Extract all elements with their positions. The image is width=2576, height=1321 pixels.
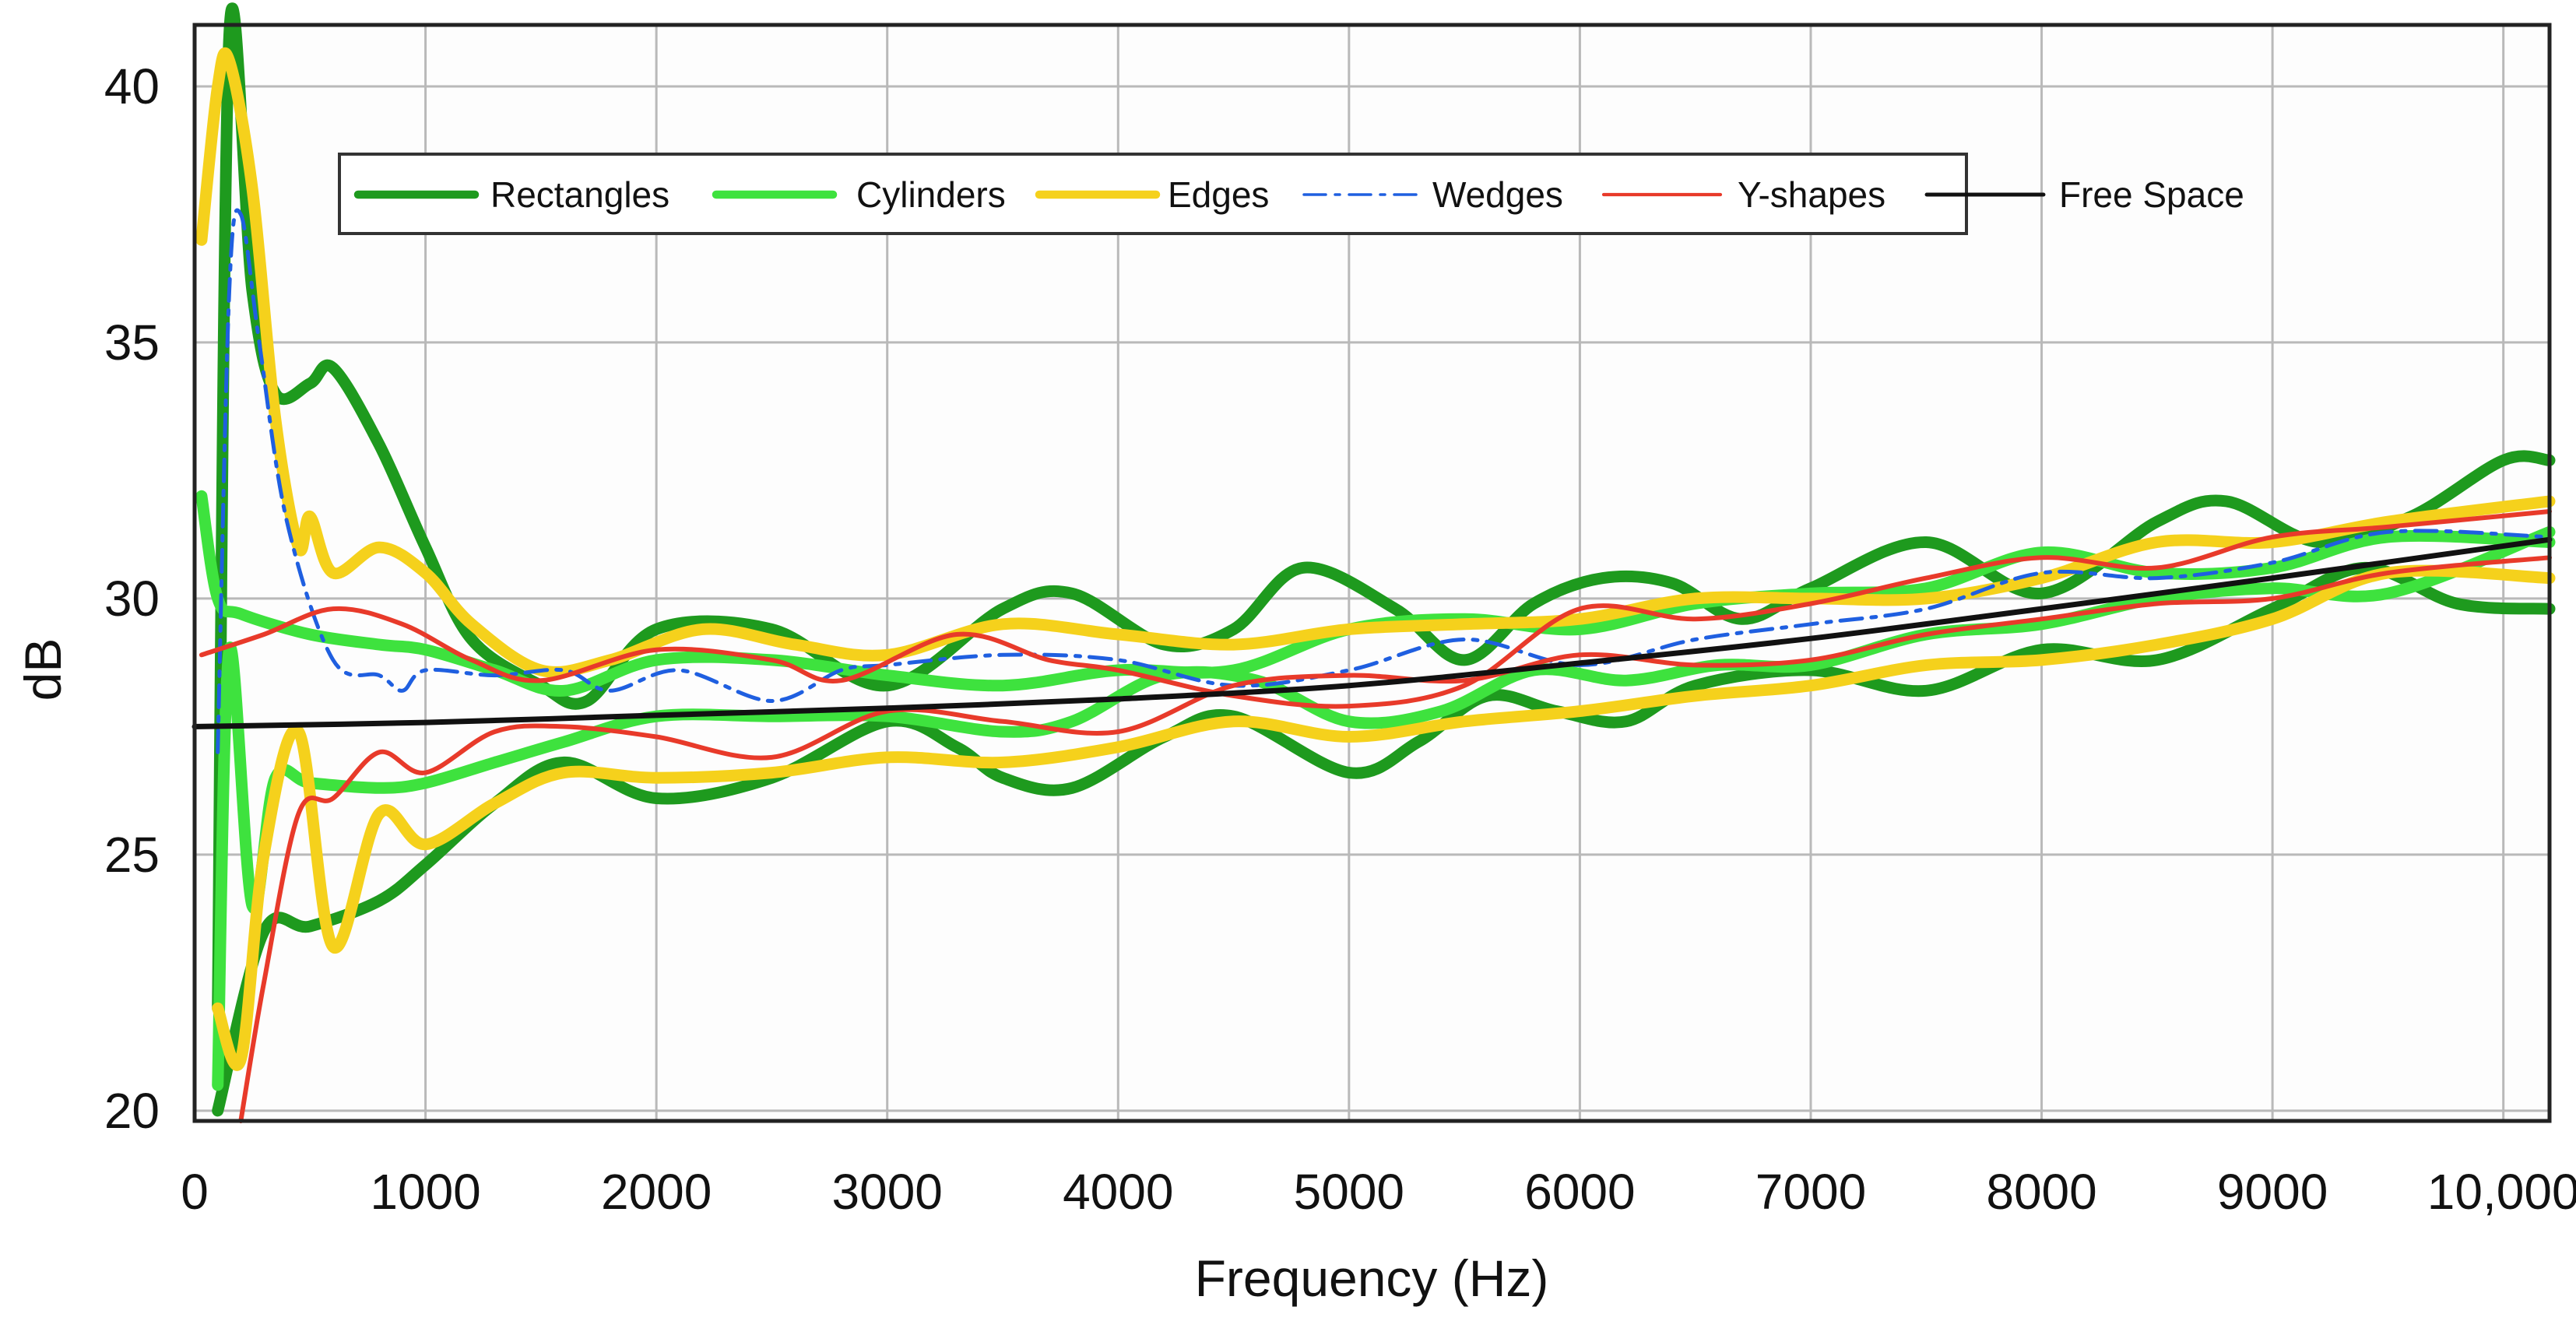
- plot-frame: [192, 23, 2552, 1123]
- x-tick-label: 2000: [601, 1164, 712, 1220]
- legend-label: Wedges: [1432, 174, 1563, 215]
- y-axis-ticks: 20 25 30 35 40: [104, 58, 160, 1139]
- x-tick-label: 7000: [1755, 1164, 1866, 1220]
- legend-label: Rectangles: [490, 174, 669, 215]
- x-tick-label: 3000: [832, 1164, 943, 1220]
- series-line-edges-2: [212, 564, 2556, 1071]
- y-tick-label: 40: [104, 58, 160, 114]
- series-free-space: [192, 536, 2553, 729]
- x-tick-label: 6000: [1524, 1164, 1635, 1220]
- series-y-shapes: [199, 509, 2552, 1123]
- series-wedges: [216, 208, 2552, 754]
- x-tick-label: 9000: [2217, 1164, 2328, 1220]
- legend: Rectangles Cylinders Edges Wedges Y-shapes Fr…: [338, 153, 2244, 235]
- series-line-wedges-1: [216, 208, 2552, 754]
- x-tick-label: 1000: [370, 1164, 480, 1220]
- series-layer: [192, 2, 2556, 1123]
- series-line-y-shapes-1: [199, 509, 2552, 709]
- series-line-free-space-1: [192, 536, 2553, 729]
- x-tick-label: 5000: [1294, 1164, 1404, 1220]
- y-tick-label: 20: [104, 1083, 160, 1139]
- x-tick-label: 8000: [1986, 1164, 2096, 1220]
- x-axis-title: Frequency (Hz): [1195, 1249, 1549, 1307]
- legend-label: Cylinders: [856, 174, 1006, 215]
- legend-label: Edges: [1168, 174, 1269, 215]
- x-axis-ticks: 0 1000 2000 3000 4000 5000 6000 7000 8000 9000 10,…: [181, 1164, 2576, 1220]
- y-tick-label: 35: [104, 314, 160, 371]
- x-tick-label: 0: [181, 1164, 209, 1220]
- y-tick-label: 25: [104, 827, 160, 883]
- y-axis-title: dB: [14, 638, 72, 701]
- x-tick-label: 4000: [1063, 1164, 1173, 1220]
- legend-label: Free Space: [2059, 174, 2244, 215]
- y-tick-label: 30: [104, 571, 160, 627]
- series-line-y-shapes-2: [238, 555, 2552, 1123]
- legend-label: Y-shapes: [1738, 174, 1885, 215]
- x-tick-label: 10,000: [2427, 1164, 2576, 1220]
